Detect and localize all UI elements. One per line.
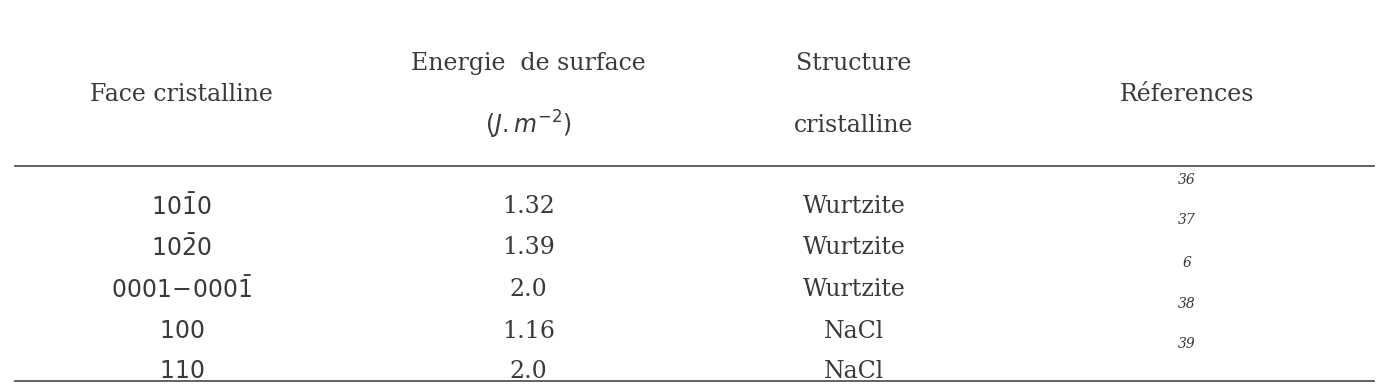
Text: 37: 37: [1178, 213, 1196, 227]
Text: NaCl: NaCl: [824, 360, 883, 383]
Text: 2.0: 2.0: [510, 360, 547, 383]
Text: NaCl: NaCl: [824, 320, 883, 343]
Text: $10\bar{2}0$: $10\bar{2}0$: [151, 234, 213, 261]
Text: 2.0: 2.0: [510, 278, 547, 301]
Text: Energie  de surface: Energie de surface: [411, 52, 646, 75]
Text: $0001\!-\!000\bar{1}$: $0001\!-\!000\bar{1}$: [111, 277, 253, 303]
Text: Réferences: Réferences: [1120, 83, 1254, 106]
Text: Structure: Structure: [796, 52, 911, 75]
Text: Face cristalline: Face cristalline: [90, 83, 274, 106]
Text: 1.39: 1.39: [501, 236, 554, 259]
Text: 39: 39: [1178, 337, 1196, 351]
Text: 6: 6: [1182, 256, 1190, 270]
Text: 1.32: 1.32: [501, 195, 554, 218]
Text: $110$: $110$: [158, 359, 204, 383]
Text: cristalline: cristalline: [795, 114, 914, 137]
Text: $100$: $100$: [158, 319, 204, 343]
Text: $10\bar{1}0$: $10\bar{1}0$: [151, 193, 213, 220]
Text: Wurtzite: Wurtzite: [803, 195, 906, 218]
Text: 1.16: 1.16: [501, 320, 554, 343]
Text: 38: 38: [1178, 297, 1196, 311]
Text: 36: 36: [1178, 172, 1196, 186]
Text: Wurtzite: Wurtzite: [803, 236, 906, 259]
Text: Wurtzite: Wurtzite: [803, 278, 906, 301]
Text: $(J.m^{-2})$: $(J.m^{-2})$: [485, 109, 571, 142]
